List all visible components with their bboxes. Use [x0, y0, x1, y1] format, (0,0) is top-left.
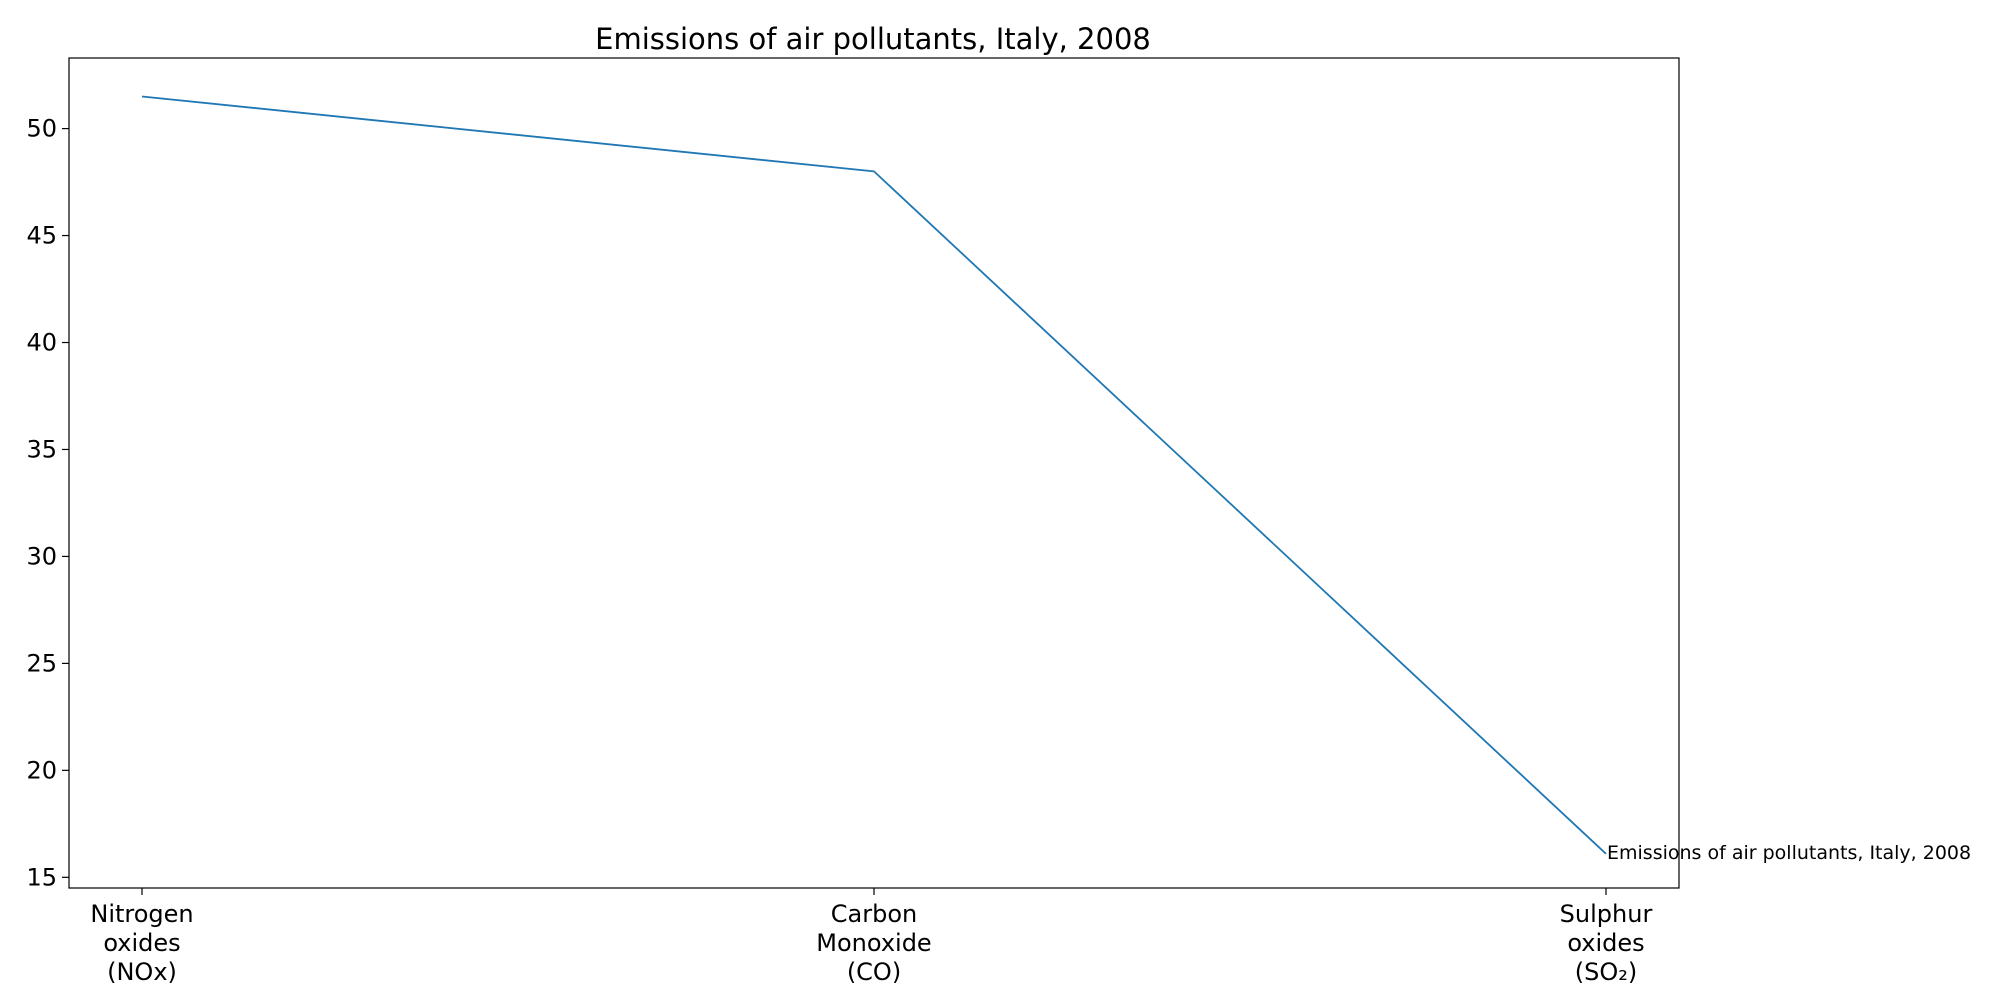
x-tick-label: oxides — [1567, 929, 1644, 957]
y-tick-label: 45 — [26, 222, 57, 250]
y-tick-label: 35 — [26, 435, 57, 463]
annotation-layer: Emissions of air pollutants, Italy, 2008 — [1607, 842, 1971, 864]
series-line-0 — [141, 95, 1607, 855]
y-tick-label: 40 — [26, 329, 57, 357]
x-tick-label: oxides — [103, 929, 180, 957]
point-annotation: Emissions of air pollutants, Italy, 2008 — [1607, 842, 1971, 864]
x-tick-label: Monoxide — [816, 929, 931, 957]
y-tick-label: 25 — [26, 649, 57, 677]
series-layer — [141, 95, 1607, 855]
y-axis: 15 20 25 30 35 40 45 50 — [26, 115, 69, 891]
y-tick-label: 15 — [26, 863, 57, 891]
chart-title: Emissions of air pollutants, Italy, 2008 — [595, 22, 1151, 56]
y-tick-label: 20 — [26, 756, 57, 784]
x-tick-label: (SO₂) — [1575, 958, 1637, 986]
x-tick-label: Carbon — [831, 900, 917, 928]
x-axis: Nitrogenoxides(NOx)CarbonMonoxide(CO)Sul… — [90, 888, 1652, 986]
x-tick-label: (NOx) — [107, 958, 177, 986]
x-tick-label: Sulphur — [1560, 900, 1653, 928]
plot-frame — [68, 57, 1680, 889]
y-tick-label: 50 — [26, 115, 57, 143]
y-tick-label: 30 — [26, 542, 57, 570]
x-tick-label: Nitrogen — [90, 900, 193, 928]
x-tick-label: (CO) — [847, 958, 901, 986]
